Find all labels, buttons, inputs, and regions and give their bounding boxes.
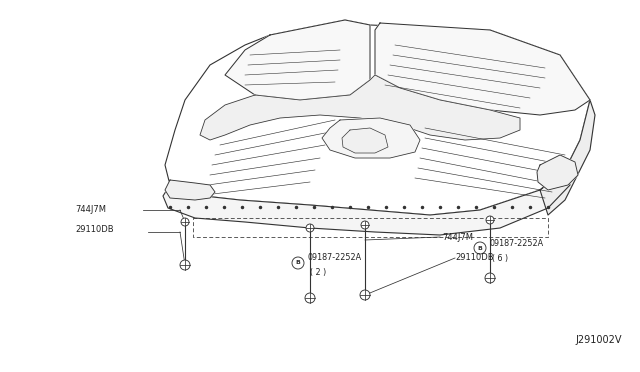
Text: B: B	[477, 246, 483, 250]
Polygon shape	[200, 75, 520, 140]
Circle shape	[292, 257, 304, 269]
Polygon shape	[165, 20, 590, 215]
Circle shape	[361, 221, 369, 229]
Text: J291002V: J291002V	[575, 335, 621, 345]
Text: 744J7M: 744J7M	[75, 205, 106, 215]
Circle shape	[306, 224, 314, 232]
Polygon shape	[537, 155, 578, 190]
Polygon shape	[375, 23, 590, 115]
Polygon shape	[540, 100, 595, 215]
Circle shape	[485, 273, 495, 283]
Text: ( 2 ): ( 2 )	[310, 269, 326, 278]
Polygon shape	[322, 118, 420, 158]
Text: ( 6 ): ( 6 )	[492, 253, 508, 263]
Text: 09187-2252A: 09187-2252A	[490, 238, 544, 247]
Text: 09187-2252A: 09187-2252A	[308, 253, 362, 263]
Circle shape	[305, 293, 315, 303]
Polygon shape	[165, 180, 215, 200]
Circle shape	[180, 260, 190, 270]
Polygon shape	[225, 20, 370, 100]
Circle shape	[474, 242, 486, 254]
Polygon shape	[342, 128, 388, 153]
Circle shape	[486, 216, 494, 224]
Text: 29110DB: 29110DB	[455, 253, 493, 263]
Text: B: B	[296, 260, 300, 266]
Circle shape	[360, 290, 370, 300]
Polygon shape	[163, 170, 570, 235]
Text: 29110DB: 29110DB	[75, 225, 114, 234]
Circle shape	[181, 218, 189, 226]
Text: 744J7M: 744J7M	[442, 232, 473, 241]
